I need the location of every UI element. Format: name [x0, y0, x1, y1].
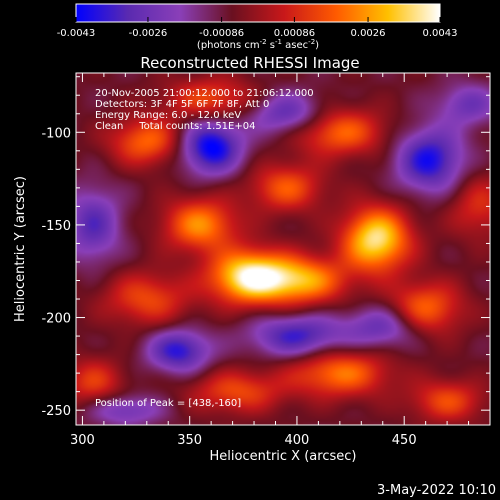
colorbar-tick-label: 0.0026 [351, 28, 386, 39]
x-tick-label: 400 [285, 433, 310, 448]
y-tick-label: -200 [41, 312, 71, 327]
y-tick-label: -250 [41, 404, 71, 419]
axis-ticks: 300 350 400 450 -100 -150 -200 -250 [41, 73, 491, 448]
y-axis-label: Heliocentric Y (arcsec) [13, 176, 28, 322]
colorbar-frame [75, 3, 441, 23]
chart-title: Reconstructed RHESSI Image [140, 54, 359, 72]
y-tick-label: -100 [41, 126, 71, 141]
x-tick-label: 300 [70, 433, 95, 448]
colorbar-ticks: -0.0043 -0.0026 -0.00086 0.00086 0.0026 0.004… [57, 17, 458, 39]
x-tick-label: 350 [177, 433, 202, 448]
colorbar-unit-label: (photons cm-2 s-1 asec-2) [197, 38, 319, 51]
annotation-line: Energy Range: 6.0 - 12.0 keV [95, 110, 241, 121]
colorbar-tick-label: -0.0043 [57, 28, 96, 39]
x-tick-label: 450 [392, 433, 417, 448]
y-tick-label: -150 [41, 219, 71, 234]
colorbar-tick-label: 0.00086 [274, 28, 315, 39]
timestamp: 3-May-2022 10:10 [377, 483, 496, 498]
peak-position-label: Position of Peak = [438,-160] [95, 398, 241, 409]
colorbar-tick-label: -0.0026 [129, 28, 168, 39]
heatmap-image [76, 73, 490, 425]
colorbar-fill [76, 4, 440, 22]
annotation-line: Clean Total counts: 1.51E+04 [95, 121, 255, 132]
annotation-line: Detectors: 3F 4F 5F 6F 7F 8F, Att 0 [95, 99, 269, 110]
heatmap-plot: 300 350 400 450 -100 -150 -200 -250 [41, 72, 491, 448]
plot-frame [75, 72, 491, 426]
annotation-line: 20-Nov-2005 21:00:12.000 to 21:06:12.000 [95, 88, 314, 99]
annotation-block: 20-Nov-2005 21:00:12.000 to 21:06:12.000… [95, 88, 314, 132]
x-axis-label: Heliocentric X (arcsec) [210, 449, 357, 464]
colorbar-tick-label: -0.00086 [199, 28, 244, 39]
colorbar-tick-label: 0.0043 [423, 28, 458, 39]
colorbar: -0.0043 -0.0026 -0.00086 0.00086 0.0026 0.004… [57, 3, 458, 51]
